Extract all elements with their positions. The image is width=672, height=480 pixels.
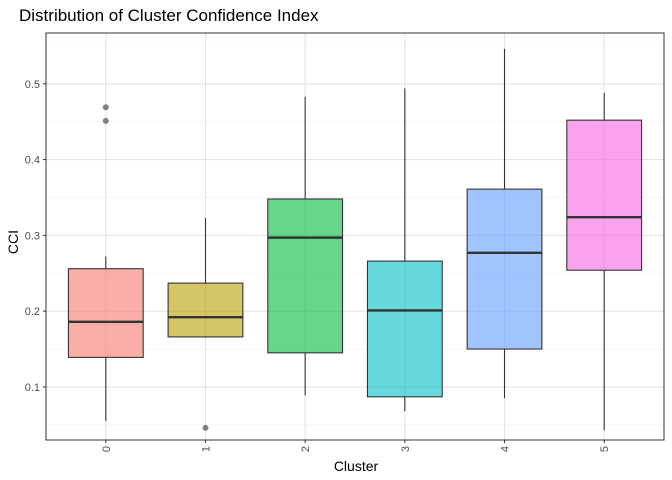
x-tick-label: 3 [400, 446, 412, 452]
x-tick-label: 4 [500, 446, 512, 452]
y-axis: 0.1 0.2 0.3 0.4 0.5 [25, 79, 46, 394]
box-cluster-3 [366, 88, 443, 412]
box-cluster-0 [67, 104, 144, 422]
outlier-point [102, 117, 109, 124]
box-iqr [167, 282, 244, 338]
box-cluster-4 [466, 48, 543, 399]
y-tick-label: 0.2 [25, 306, 40, 318]
box-iqr [566, 119, 643, 271]
box-cluster-1 [167, 217, 244, 431]
y-tick-label: 0.5 [25, 79, 40, 91]
x-tick-label: 2 [300, 446, 312, 452]
x-tick-label: 1 [200, 446, 212, 452]
y-axis-title: CCI [5, 230, 21, 254]
box-iqr [67, 268, 144, 358]
y-tick-label: 0.1 [25, 382, 40, 394]
box-iqr [466, 188, 543, 350]
x-axis: 0 1 2 3 4 5 [101, 440, 611, 452]
y-tick-label: 0.4 [25, 155, 40, 167]
x-tick-label: 0 [101, 446, 113, 452]
chart-title: Distribution of Cluster Confidence Index [19, 6, 319, 25]
outlier-point [102, 104, 109, 111]
box-cluster-5 [566, 92, 643, 431]
box-iqr [267, 198, 344, 354]
x-axis-title: Cluster [334, 458, 379, 474]
y-tick-label: 0.3 [25, 230, 40, 242]
x-tick-label: 5 [599, 446, 611, 452]
box-iqr [366, 260, 443, 398]
box-cluster-2 [267, 96, 344, 396]
panel-border [45, 32, 665, 441]
boxes [67, 48, 643, 431]
outlier-point [202, 424, 209, 431]
